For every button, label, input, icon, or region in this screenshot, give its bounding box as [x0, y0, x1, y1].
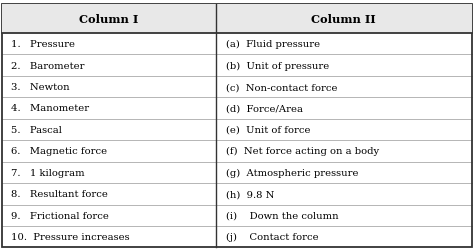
Text: (d)  Force/Area: (d) Force/Area: [226, 104, 303, 113]
Text: Column II: Column II: [311, 14, 376, 25]
Text: 10.  Pressure increases: 10. Pressure increases: [11, 232, 129, 241]
Text: (g)  Atmospheric pressure: (g) Atmospheric pressure: [226, 168, 359, 177]
Text: (h)  9.8 N: (h) 9.8 N: [226, 190, 274, 198]
Text: 2.   Barometer: 2. Barometer: [11, 61, 84, 70]
Text: 5.   Pascal: 5. Pascal: [11, 126, 62, 134]
Text: (c)  Non-contact force: (c) Non-contact force: [226, 83, 337, 92]
Text: 1.   Pressure: 1. Pressure: [11, 40, 75, 49]
Text: Column I: Column I: [80, 14, 138, 25]
Text: 9.   Frictional force: 9. Frictional force: [11, 211, 109, 220]
Text: (f)  Net force acting on a body: (f) Net force acting on a body: [226, 147, 379, 156]
Text: 4.   Manometer: 4. Manometer: [11, 104, 89, 113]
Bar: [216, 5, 472, 34]
Text: 3.   Newton: 3. Newton: [11, 83, 70, 92]
Text: (i)    Down the column: (i) Down the column: [226, 211, 339, 220]
Text: 6.   Magnetic force: 6. Magnetic force: [11, 147, 107, 156]
Text: (b)  Unit of pressure: (b) Unit of pressure: [226, 61, 329, 70]
Text: (e)  Unit of force: (e) Unit of force: [226, 126, 310, 134]
Text: (j)    Contact force: (j) Contact force: [226, 232, 319, 241]
Text: 7.   1 kilogram: 7. 1 kilogram: [11, 168, 84, 177]
Text: 8.   Resultant force: 8. Resultant force: [11, 190, 108, 198]
Bar: [2, 5, 216, 34]
Text: (a)  Fluid pressure: (a) Fluid pressure: [226, 40, 320, 49]
